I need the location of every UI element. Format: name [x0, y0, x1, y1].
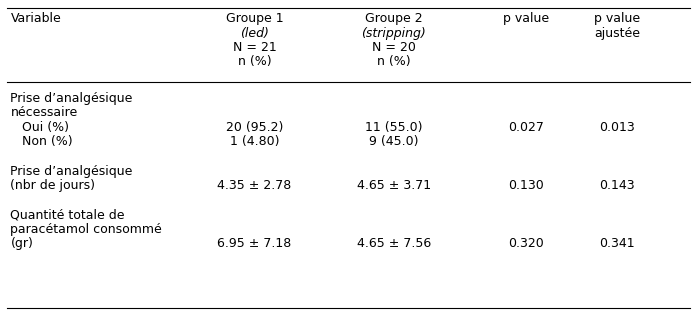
Text: Oui (%): Oui (%) [10, 121, 70, 134]
Text: (stripping): (stripping) [362, 27, 426, 39]
Text: 4.65 ± 7.56: 4.65 ± 7.56 [357, 237, 431, 250]
Text: paracétamol consommé: paracétamol consommé [10, 222, 162, 236]
Text: n (%): n (%) [377, 55, 411, 68]
Text: p value: p value [594, 12, 640, 25]
Text: Variable: Variable [10, 12, 61, 25]
Text: (nbr de jours): (nbr de jours) [10, 179, 95, 192]
Text: n (%): n (%) [238, 55, 271, 68]
Text: 0.013: 0.013 [599, 121, 635, 134]
Text: p value: p value [503, 12, 549, 25]
Text: ajustée: ajustée [594, 27, 640, 39]
Text: 11 (55.0): 11 (55.0) [365, 121, 422, 134]
Text: N = 20: N = 20 [372, 41, 415, 54]
Text: 0.143: 0.143 [599, 179, 635, 192]
Text: Groupe 1: Groupe 1 [226, 12, 283, 25]
Text: Quantité totale de: Quantité totale de [10, 208, 125, 221]
Text: Prise d’analgésique: Prise d’analgésique [10, 92, 133, 105]
Text: 9 (45.0): 9 (45.0) [369, 135, 419, 148]
Text: (gr): (gr) [10, 237, 33, 250]
Text: Prise d’analgésique: Prise d’analgésique [10, 164, 133, 178]
Text: 4.65 ± 3.71: 4.65 ± 3.71 [357, 179, 431, 192]
Text: 20 (95.2): 20 (95.2) [226, 121, 283, 134]
Text: Groupe 2: Groupe 2 [365, 12, 422, 25]
Text: 0.320: 0.320 [508, 237, 544, 250]
Text: 0.341: 0.341 [599, 237, 635, 250]
Text: 4.35 ± 2.78: 4.35 ± 2.78 [217, 179, 291, 192]
Text: (led): (led) [240, 27, 269, 39]
Text: nécessaire: nécessaire [10, 107, 77, 119]
Text: N = 21: N = 21 [233, 41, 276, 54]
Text: 6.95 ± 7.18: 6.95 ± 7.18 [217, 237, 291, 250]
Text: Non (%): Non (%) [10, 135, 73, 148]
Text: 1 (4.80): 1 (4.80) [229, 135, 279, 148]
Text: 0.130: 0.130 [508, 179, 544, 192]
Text: 0.027: 0.027 [508, 121, 544, 134]
